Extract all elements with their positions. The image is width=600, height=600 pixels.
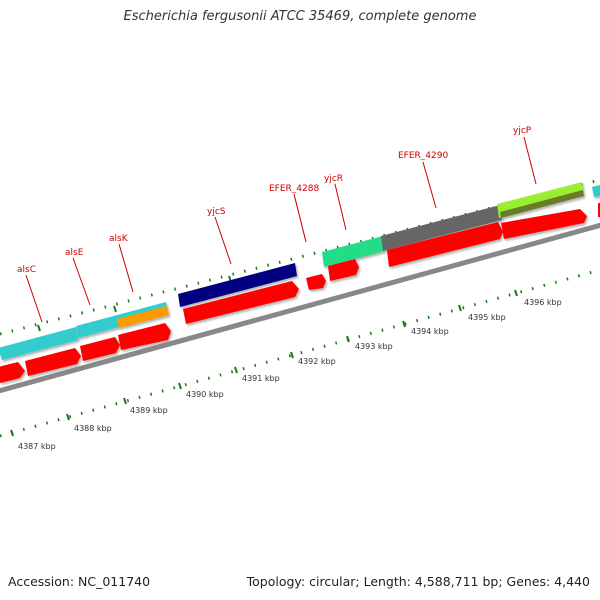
kbp-label: 4390 kbp [186, 390, 224, 399]
gene-label-yjcS[interactable]: yjcS [207, 207, 226, 217]
feature-alsK-orange[interactable] [117, 306, 169, 328]
kbp-label: 4387 kbp [18, 442, 56, 451]
gene-label-yjcR[interactable]: yjcR [324, 174, 343, 184]
gene-label-alsC[interactable]: alsC [17, 265, 36, 275]
kbp-label: 4389 kbp [130, 406, 168, 415]
cds-arrow[interactable] [25, 348, 81, 376]
kbp-label: 4395 kbp [468, 313, 506, 322]
cds-arrow[interactable] [183, 281, 299, 324]
feature-yjcR-seagreen[interactable] [322, 236, 385, 267]
feature-alsC-cyan[interactable] [0, 327, 78, 360]
feature-EFER4290-gray[interactable] [381, 205, 502, 251]
kbp-label: 4388 kbp [74, 424, 112, 433]
kbp-label: 4392 kbp [298, 357, 336, 366]
gene-label-alsE[interactable]: alsE [65, 248, 84, 258]
gene-leader-lines [25, 136, 537, 323]
cds-arrow[interactable] [0, 362, 25, 383]
feature-yjcS-navy[interactable] [178, 263, 297, 307]
feature-yjcP-olive[interactable] [500, 190, 584, 218]
gene-labels: alsC alsE alsK yjcS EFER_4288 yjcR EFER_… [17, 126, 532, 275]
cds-arrow[interactable] [387, 222, 503, 267]
map-title: Escherichia fergusonii ATCC 35469, compl… [123, 9, 477, 24]
kbp-label: 4394 kbp [411, 327, 449, 336]
genome-backbone [0, 222, 600, 394]
inner-major-ticks [10, 289, 518, 437]
cds-arrow[interactable] [80, 337, 120, 361]
gene-label-EFER_4288[interactable]: EFER_4288 [269, 184, 319, 194]
kbp-label: 4393 kbp [355, 342, 393, 351]
gene-label-alsK[interactable]: alsK [109, 234, 129, 244]
gene-label-EFER_4290[interactable]: EFER_4290 [398, 151, 448, 161]
kbp-label: 4396 kbp [524, 298, 562, 307]
gene-label-yjcP[interactable]: yjcP [513, 126, 532, 136]
gene-feature-track [0, 182, 600, 360]
kbp-label: 4391 kbp [242, 374, 280, 383]
cds-arrow[interactable] [118, 323, 171, 350]
cds-arrow[interactable] [328, 259, 359, 281]
accession-text: Accession: NC_011740 [8, 574, 151, 589]
kbp-scale: 4387 kbp 4388 kbp 4389 kbp 4390 kbp 4391… [18, 298, 562, 451]
feature-edge-cyan[interactable] [592, 185, 600, 197]
cds-arrow[interactable] [306, 274, 326, 290]
cds-arrow-track [0, 203, 600, 383]
topology-text: Topology: circular; Length: 4,588,711 bp… [246, 574, 590, 589]
cds-arrow[interactable] [501, 209, 587, 239]
